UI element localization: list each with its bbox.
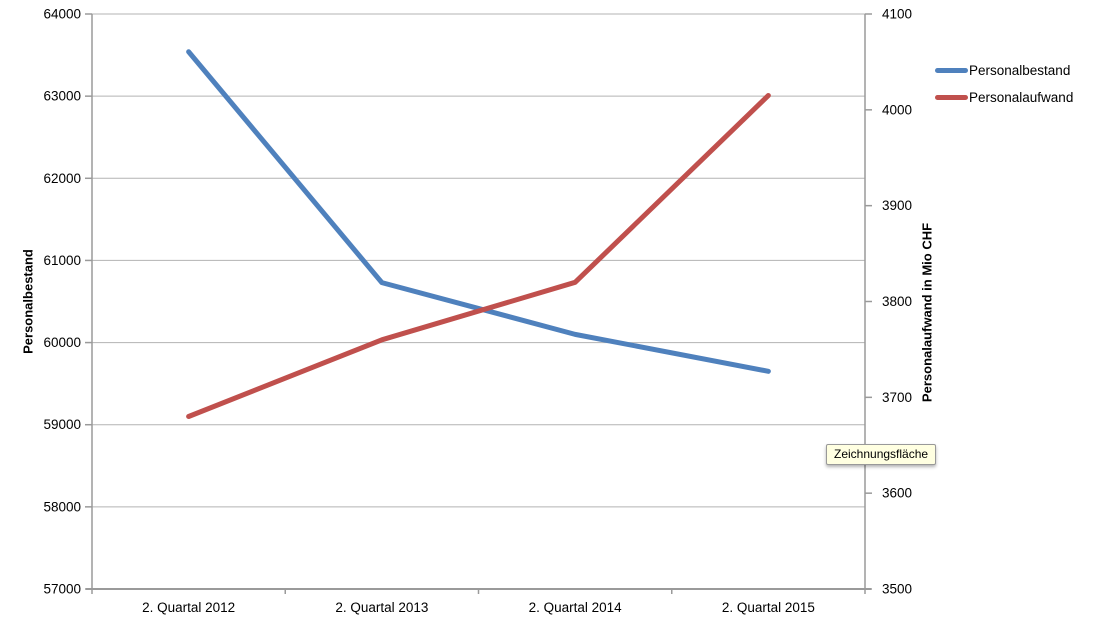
legend-label: Personalaufwand [969,89,1074,105]
left-axis-tick-label: 57000 [43,582,81,597]
personalaufwand-line[interactable] [186,92,771,419]
legend-swatch-red-line [935,94,968,100]
personalbestand-line[interactable] [186,49,771,374]
legend: Personalbestand Personalaufwand [935,62,1073,116]
legend-swatch-blue-line [935,67,968,73]
x-axis-category-label: 2. Quartal 2013 [335,600,428,615]
left-axis-title: Personalbestand [20,249,36,354]
right-axis-tick-label: 3900 [882,198,912,213]
x-axis-category-label: 2. Quartal 2015 [722,600,815,615]
left-axis-tick-label: 58000 [43,499,81,514]
x-axis-category-label: 2. Quartal 2014 [529,600,623,615]
legend-label: Personalbestand [969,62,1071,78]
right-axis-title: Personalaufwand in Mio CHF [919,222,935,403]
right-axis-tick-label: 3600 [882,486,912,501]
right-axis-tick-label: 4100 [882,7,912,22]
plot-area-tooltip: Zeichnungsfläche [826,444,937,465]
left-axis-tick-label: 61000 [43,253,81,268]
legend-item-personalbestand[interactable]: Personalbestand [935,62,1073,78]
left-axis-tick-label: 63000 [43,89,81,104]
left-axis-tick-label: 60000 [43,335,81,350]
legend-item-personalaufwand[interactable]: Personalaufwand [935,89,1073,105]
right-axis-tick-label: 4000 [882,102,912,117]
left-axis-tick-label: 64000 [43,7,81,22]
x-axis-category-label: 2. Quartal 2012 [142,600,235,615]
left-axis-tick-label: 59000 [43,417,81,432]
left-axis-tick-label: 62000 [43,171,81,186]
right-axis-tick-label: 3500 [882,582,912,597]
right-axis-tick-label: 3800 [882,294,912,309]
right-axis-tick-label: 3700 [882,390,912,405]
